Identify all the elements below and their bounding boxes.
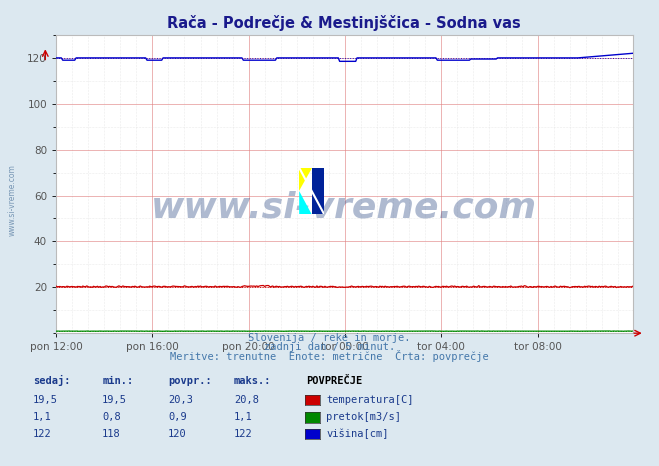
Text: 1,1: 1,1 bbox=[33, 412, 51, 422]
Polygon shape bbox=[299, 168, 312, 191]
Text: 19,5: 19,5 bbox=[102, 395, 127, 405]
Text: sedaj:: sedaj: bbox=[33, 376, 71, 386]
Polygon shape bbox=[312, 168, 324, 214]
Text: temperatura[C]: temperatura[C] bbox=[326, 395, 414, 405]
Text: 20,3: 20,3 bbox=[168, 395, 193, 405]
Text: zadnji dan / 5 minut.: zadnji dan / 5 minut. bbox=[264, 343, 395, 352]
Text: www.si-vreme.com: www.si-vreme.com bbox=[152, 191, 537, 225]
Text: 1,1: 1,1 bbox=[234, 412, 252, 422]
Text: 122: 122 bbox=[234, 429, 252, 439]
Text: višina[cm]: višina[cm] bbox=[326, 429, 389, 439]
Text: Meritve: trenutne  Enote: metrične  Črta: povprečje: Meritve: trenutne Enote: metrične Črta: … bbox=[170, 350, 489, 362]
Text: 19,5: 19,5 bbox=[33, 395, 58, 405]
Title: Rača - Podrečje & Mestinjščica - Sodna vas: Rača - Podrečje & Mestinjščica - Sodna v… bbox=[167, 15, 521, 31]
Text: pretok[m3/s]: pretok[m3/s] bbox=[326, 412, 401, 422]
Text: povpr.:: povpr.: bbox=[168, 377, 212, 386]
Text: 0,9: 0,9 bbox=[168, 412, 186, 422]
Text: 122: 122 bbox=[33, 429, 51, 439]
Text: www.si-vreme.com: www.si-vreme.com bbox=[8, 164, 17, 236]
Text: POVPREČJE: POVPREČJE bbox=[306, 377, 362, 386]
Text: Slovenija / reke in morje.: Slovenija / reke in morje. bbox=[248, 333, 411, 343]
Text: maks.:: maks.: bbox=[234, 377, 272, 386]
Text: 0,8: 0,8 bbox=[102, 412, 121, 422]
Text: 118: 118 bbox=[102, 429, 121, 439]
Text: 120: 120 bbox=[168, 429, 186, 439]
Text: 20,8: 20,8 bbox=[234, 395, 259, 405]
Text: min.:: min.: bbox=[102, 377, 133, 386]
Polygon shape bbox=[299, 191, 312, 214]
